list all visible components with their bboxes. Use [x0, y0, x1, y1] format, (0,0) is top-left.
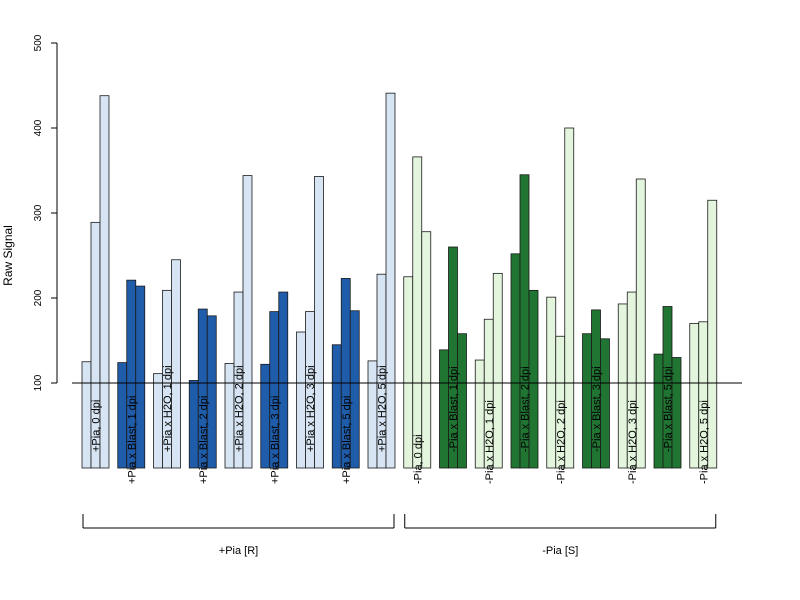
- category-label: +Pia x H2O, 2 dpi: [234, 365, 246, 452]
- bar: [314, 176, 324, 469]
- bar: [99, 95, 110, 469]
- category-label: -Pia, 0 dpi: [412, 434, 424, 484]
- category-label: +Pia x Blast, 2 dpi: [198, 396, 210, 484]
- category-label: -Pia x H2O, 1 dpi: [484, 400, 496, 484]
- bar: [385, 92, 396, 469]
- bar: [206, 315, 217, 469]
- y-axis: 100 200 300 400 500: [33, 34, 58, 391]
- category-label: +Pia x Blast, 3 dpi: [269, 396, 281, 484]
- bar: [635, 178, 646, 469]
- category-label: -Pia x Blast, 1 dpi: [448, 366, 460, 452]
- category-label: -Pia x Blast, 3 dpi: [591, 366, 603, 452]
- category-label: -Pia x Blast, 5 dpi: [663, 366, 675, 452]
- y-tick-label: 400: [33, 119, 44, 136]
- y-tick-label: 500: [33, 34, 44, 51]
- category-label: +Pia x H2O, 1 dpi: [162, 365, 174, 452]
- group-label: -Pia [S]: [542, 545, 578, 557]
- group-brackets: +Pia [R] -Pia [S]: [82, 514, 717, 557]
- category-label: +Pia x Blast, 1 dpi: [126, 396, 138, 484]
- group-label: +Pia [R]: [219, 545, 258, 557]
- bar: [528, 289, 539, 469]
- y-tick-label: 300: [33, 204, 44, 221]
- category-label: +Pia, 0 dpi: [91, 400, 103, 452]
- bar: [421, 231, 432, 469]
- bar: [242, 175, 253, 469]
- bar: [412, 156, 423, 469]
- category-label: +Pia x H2O, 5 dpi: [377, 365, 389, 452]
- bar: [564, 127, 575, 469]
- category-labels: +Pia, 0 dpi +Pia x Blast, 1 dpi +Pia x H2O…: [91, 365, 711, 484]
- category-label: -Pia x Blast, 2 dpi: [520, 366, 532, 452]
- y-tick-label: 200: [33, 289, 44, 306]
- category-label: -Pia x H2O, 3 dpi: [627, 400, 639, 484]
- bar: [671, 357, 682, 469]
- bars-layer: [81, 92, 718, 469]
- bar: [600, 338, 610, 469]
- category-label: +Pia x Blast, 5 dpi: [341, 396, 353, 484]
- bar: [278, 291, 289, 469]
- category-label: -Pia x H2O, 5 dpi: [698, 400, 710, 484]
- bar: [135, 285, 146, 469]
- y-tick-label: 100: [33, 374, 44, 391]
- category-label: -Pia x H2O, 2 dpi: [555, 400, 567, 484]
- bar: [349, 310, 360, 469]
- bar: [707, 199, 718, 469]
- bar: [171, 259, 181, 469]
- bar: [492, 272, 503, 469]
- y-axis-label: Raw Signal: [1, 225, 15, 286]
- category-label: +Pia x H2O, 3 dpi: [305, 365, 317, 452]
- bar: [457, 333, 467, 469]
